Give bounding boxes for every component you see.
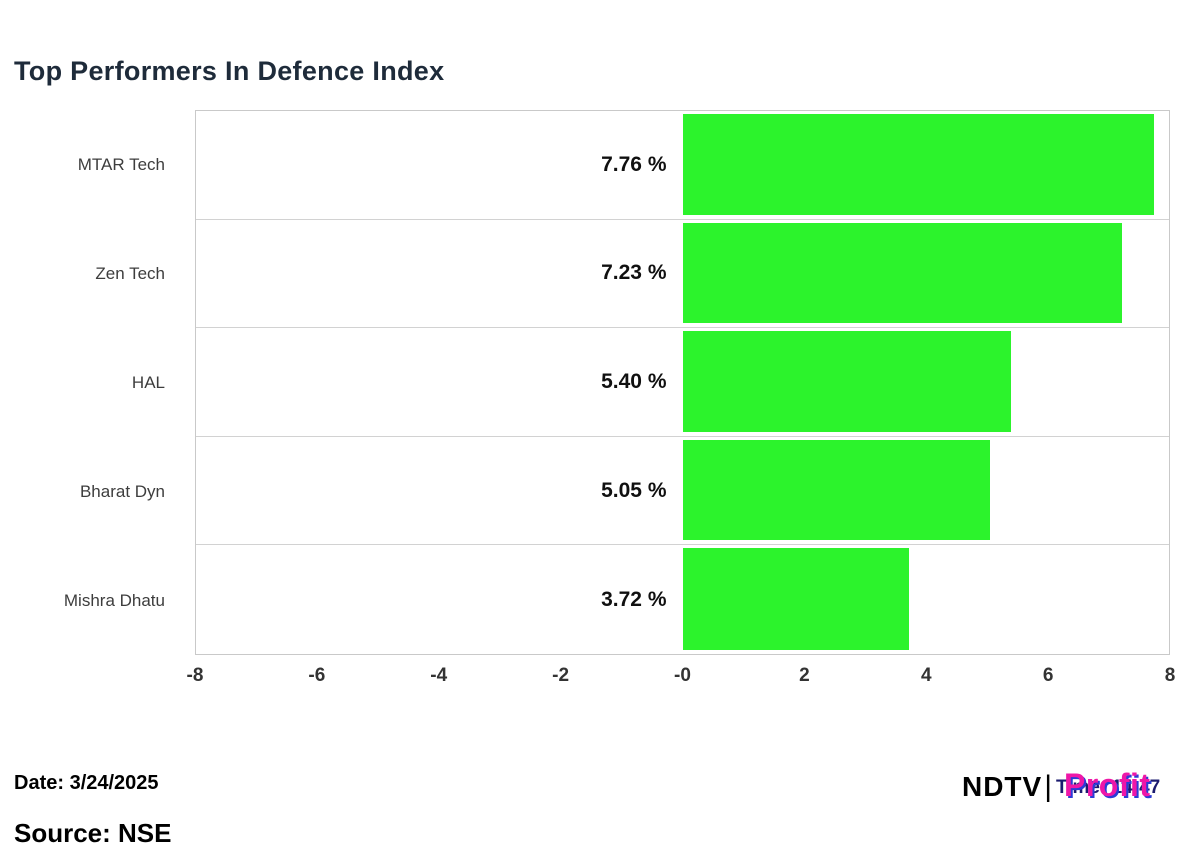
- date-text: Date: 3/24/2025: [14, 772, 159, 794]
- category-label: HAL: [131, 372, 165, 392]
- x-tick: -4: [430, 665, 448, 686]
- x-tick: -6: [308, 665, 326, 686]
- timestamp-text: Time: 14:47: [1056, 777, 1161, 798]
- bar-row: 7.76 %: [196, 111, 1169, 220]
- bar: [682, 222, 1123, 324]
- value-label: 7.23 %: [601, 261, 667, 285]
- category-label: Bharat Dyn: [79, 481, 165, 501]
- x-tick: 2: [799, 665, 810, 686]
- bar-chart: MTAR Tech Zen Tech HAL Bharat Dyn Mishra…: [0, 110, 1170, 655]
- value-label: 5.40 %: [601, 369, 667, 393]
- value-label: 5.05 %: [601, 478, 667, 502]
- x-tick: 4: [920, 665, 932, 686]
- category-label: Zen Tech: [95, 263, 165, 283]
- x-axis: -8 -6 -4 -2 -0 2 4 6 8: [187, 665, 1176, 695]
- bar: [682, 114, 1155, 215]
- ndtv-logo-text: NDTV: [961, 771, 1043, 802]
- bar: [682, 331, 1011, 432]
- category-label: Mishra Dhatu: [63, 590, 165, 610]
- bar: [682, 548, 909, 650]
- x-tick: -0: [674, 665, 691, 686]
- ndtv-profit-logo: NDTV | Time: 14:47 Profit: [961, 767, 1182, 810]
- value-label: 3.72 %: [601, 587, 667, 611]
- bar: [682, 439, 990, 541]
- logo-separator: |: [1044, 770, 1052, 803]
- bar-row: 5.05 %: [196, 437, 1169, 546]
- source-text: Source: NSE: [14, 818, 172, 848]
- profit-logo-text: Profit: [1064, 767, 1151, 803]
- category-label: MTAR Tech: [77, 154, 165, 174]
- bar-row: 5.40 %: [196, 328, 1169, 437]
- x-tick: -8: [186, 665, 204, 686]
- category-axis: MTAR Tech Zen Tech HAL Bharat Dyn Mishra…: [0, 110, 195, 655]
- bar-row: 7.23 %: [196, 220, 1169, 329]
- bar-row: 3.72 %: [196, 545, 1169, 654]
- plot-area: 7.76 % 7.23 % 5.40 % 5.05 % 3.72 %: [195, 110, 1170, 655]
- x-tick: -2: [552, 665, 570, 686]
- chart-title: Top Performers In Defence Index: [14, 56, 445, 86]
- logo-right-block: Time: 14:47 Profit: [1054, 767, 1182, 810]
- x-tick: 6: [1042, 665, 1054, 686]
- value-label: 7.76 %: [601, 152, 667, 176]
- x-tick: 8: [1164, 665, 1176, 686]
